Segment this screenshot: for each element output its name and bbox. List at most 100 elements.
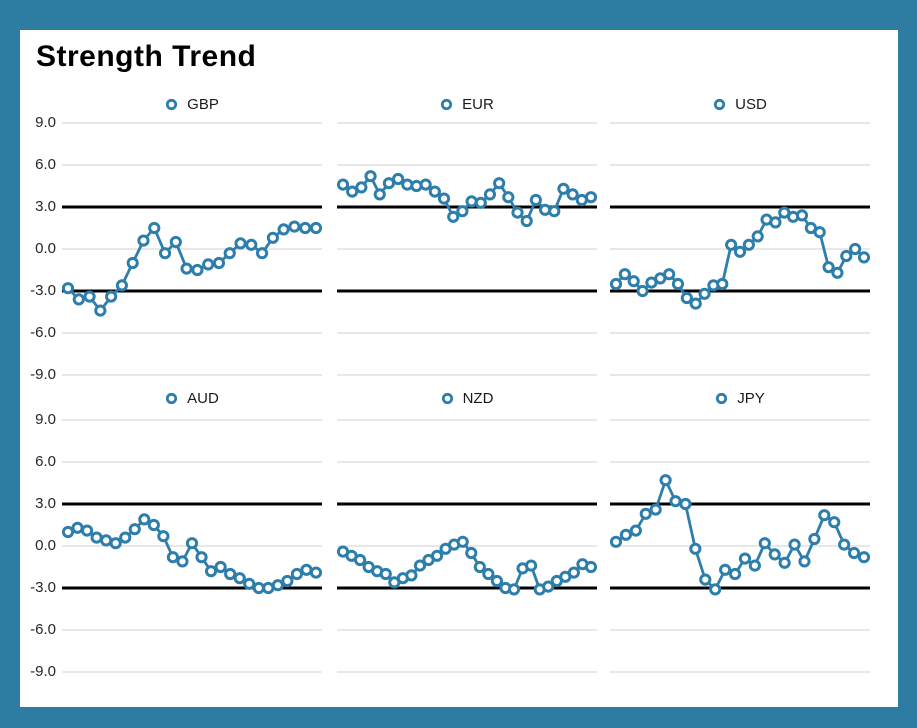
data-point (679, 497, 692, 511)
data-point (542, 580, 555, 593)
data-point (671, 277, 685, 291)
data-point (224, 567, 237, 581)
chart-jpy (610, 419, 870, 673)
data-point (584, 560, 597, 574)
data-point (243, 577, 256, 590)
y-tick-label: -3.0 (30, 579, 56, 596)
data-point (234, 237, 247, 250)
data-point (663, 268, 676, 281)
data-point (473, 560, 486, 574)
data-point (379, 567, 392, 581)
data-point (795, 209, 809, 222)
data-point (355, 181, 368, 194)
data-point (266, 231, 279, 244)
data-point (733, 245, 747, 258)
data-point (502, 191, 515, 204)
data-point (725, 238, 738, 251)
chart-aud (62, 419, 322, 673)
data-point (176, 555, 189, 568)
data-point (849, 242, 862, 256)
data-point (748, 559, 761, 572)
data-point (413, 559, 427, 572)
data-point (689, 542, 702, 555)
data-point (831, 266, 844, 279)
data-point (610, 535, 623, 548)
y-tick-label: -6.0 (30, 621, 56, 638)
chart-nzd (337, 419, 597, 673)
ring-icon (166, 392, 178, 404)
data-point (299, 221, 312, 235)
data-point (483, 188, 497, 201)
data-point (281, 574, 294, 588)
data-point (728, 567, 742, 581)
data-point (83, 290, 96, 303)
data-point (148, 221, 161, 235)
data-point (202, 258, 215, 271)
data-point (212, 256, 226, 270)
y-tick-label: 9.0 (35, 411, 56, 428)
ring-icon (441, 98, 453, 110)
data-point (419, 178, 432, 191)
data-point (109, 537, 122, 550)
data-point (719, 563, 732, 576)
data-point (223, 247, 236, 260)
data-point (185, 537, 199, 550)
data-point (255, 247, 269, 260)
data-point (166, 551, 180, 564)
data-point (138, 513, 151, 526)
data-point (204, 565, 218, 578)
data-point (768, 548, 781, 561)
data-point (659, 474, 672, 487)
data-point (698, 287, 711, 300)
data-point (94, 304, 107, 317)
y-tick-label: 6.0 (35, 453, 56, 470)
data-point (410, 179, 423, 193)
data-point (610, 277, 623, 291)
data-point (699, 573, 712, 586)
data-point (128, 523, 141, 536)
data-point (525, 559, 538, 572)
y-tick-label: 6.0 (35, 156, 56, 173)
legend-label-usd: USD (735, 95, 767, 113)
data-point (474, 196, 487, 209)
data-point (828, 516, 841, 529)
data-point (80, 524, 94, 537)
data-point (62, 525, 75, 539)
legend-eur: EUR (337, 94, 597, 114)
data-point (548, 205, 561, 218)
data-point (364, 170, 377, 183)
data-point (169, 235, 182, 249)
data-point (195, 551, 208, 564)
legend-aud: AUD (62, 388, 322, 408)
ring-icon (441, 392, 453, 404)
data-point (288, 220, 301, 233)
data-point (557, 182, 570, 195)
data-point (639, 507, 652, 520)
data-point (857, 251, 870, 264)
data-point (119, 531, 132, 544)
chart-eur (337, 122, 597, 376)
chart-card: Strength Trend 9.0 6.0 3.0 0.0 -3.0 -6.0 -9.0 9… (20, 30, 898, 707)
legend-label-eur: EUR (462, 95, 494, 113)
data-point (808, 532, 821, 546)
data-point (838, 538, 851, 551)
data-point (465, 195, 478, 208)
data-point (300, 563, 313, 576)
y-tick-label: 0.0 (35, 240, 56, 257)
data-point (447, 210, 460, 223)
data-point (769, 216, 782, 229)
legend-label-aud: AUD (187, 389, 219, 407)
data-point (490, 574, 504, 588)
y-tick-label: 3.0 (35, 495, 56, 512)
data-point (465, 546, 478, 560)
y-tick-label: 9.0 (35, 114, 56, 131)
data-point (290, 567, 304, 581)
legend-usd: USD (610, 94, 870, 114)
data-point (857, 551, 870, 564)
data-point (405, 569, 418, 582)
data-point (689, 297, 702, 310)
data-point (619, 528, 633, 541)
data-point (126, 256, 139, 270)
data-point (392, 172, 405, 186)
